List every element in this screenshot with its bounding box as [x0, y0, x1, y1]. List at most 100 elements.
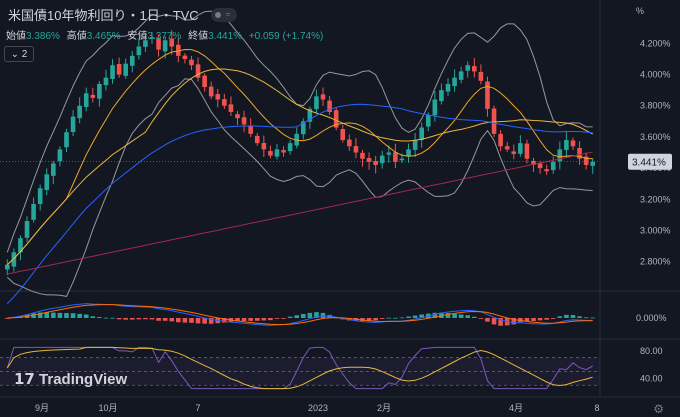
candle-body[interactable] [64, 132, 69, 148]
candle-body[interactable] [248, 125, 253, 134]
candle-body[interactable] [347, 139, 352, 147]
candle-body[interactable] [583, 156, 589, 165]
candle-body[interactable] [327, 100, 332, 112]
candle-body[interactable] [24, 221, 30, 238]
collapse-indicators-button[interactable]: ⌄ 2 [4, 46, 34, 62]
candle-body[interactable] [300, 121, 306, 135]
candle-body[interactable] [432, 99, 438, 116]
macd-histogram-bar [274, 318, 280, 319]
candle-body[interactable] [452, 77, 457, 87]
candle-body[interactable] [472, 66, 477, 72]
candle-body[interactable] [162, 40, 168, 52]
candle-body[interactable] [386, 152, 392, 155]
candle-body[interactable] [544, 169, 549, 172]
candle-body[interactable] [373, 161, 378, 165]
candle-body[interactable] [222, 99, 227, 106]
candle-body[interactable] [18, 238, 23, 253]
candle-body[interactable] [235, 114, 240, 119]
candle-body[interactable] [557, 149, 563, 162]
candle-body[interactable] [195, 64, 201, 78]
candle-body[interactable] [590, 161, 596, 166]
candle-body[interactable] [518, 143, 523, 154]
candle-body[interactable] [498, 133, 503, 147]
candle-body[interactable] [333, 110, 339, 128]
candle-body[interactable] [314, 96, 319, 110]
candle-body[interactable] [379, 155, 385, 164]
candle-body[interactable] [241, 117, 247, 125]
candle-body[interactable] [31, 203, 36, 220]
candle-body[interactable] [360, 152, 365, 159]
candle-body[interactable] [340, 129, 346, 141]
candle-body[interactable] [136, 46, 142, 56]
candle-body[interactable] [37, 188, 43, 204]
candle-body[interactable] [320, 94, 326, 100]
gear-icon[interactable]: ⚙ [653, 402, 664, 416]
candle-body[interactable] [445, 83, 451, 92]
candle-body[interactable] [44, 174, 50, 190]
candle-body[interactable] [123, 63, 128, 76]
candle-body[interactable] [485, 81, 490, 109]
candle-body[interactable] [531, 160, 536, 165]
candle-body[interactable] [215, 94, 221, 100]
tradingview-logo: 𝟭𝟳 TradingView [14, 370, 127, 388]
candle-body[interactable] [307, 108, 313, 122]
candle-body[interactable] [110, 65, 115, 79]
candle-body[interactable] [294, 133, 300, 146]
low-label: 安値 [127, 31, 148, 42]
candle-body[interactable] [182, 55, 188, 59]
candle-body[interactable] [202, 75, 207, 88]
candle-body[interactable] [11, 252, 17, 267]
candle-body[interactable] [412, 140, 418, 150]
logo-text: TradingView [39, 371, 128, 388]
candle-body[interactable] [419, 127, 424, 141]
candle-body[interactable] [281, 150, 286, 153]
candle-body[interactable] [399, 158, 405, 161]
candle-body[interactable] [116, 63, 122, 75]
candle-body[interactable] [228, 104, 234, 112]
candle-body[interactable] [156, 38, 161, 50]
candle-body[interactable] [458, 71, 464, 80]
candle-body[interactable] [406, 149, 411, 157]
candle-body[interactable] [4, 264, 10, 270]
candle-body[interactable] [550, 161, 556, 171]
candle-body[interactable] [287, 143, 293, 152]
candle-body[interactable] [97, 83, 102, 99]
candle-body[interactable] [70, 116, 76, 132]
y-tick-label: 80.00 [640, 346, 663, 356]
candle-body[interactable] [90, 94, 96, 98]
candle-body[interactable] [51, 163, 56, 176]
candle-body[interactable] [478, 71, 484, 81]
candle-body[interactable] [366, 157, 372, 162]
candle-body[interactable] [393, 152, 398, 162]
candle-body[interactable] [143, 40, 148, 47]
candle-body[interactable] [268, 151, 273, 156]
candle-body[interactable] [524, 143, 530, 159]
candle-body[interactable] [511, 151, 517, 155]
candle-body[interactable] [537, 163, 543, 169]
candle-body[interactable] [103, 77, 109, 86]
candle-body[interactable] [353, 146, 359, 153]
candle-body[interactable] [129, 55, 135, 66]
candle-body[interactable] [491, 108, 497, 134]
candle-body[interactable] [274, 149, 280, 157]
candle-body[interactable] [577, 147, 582, 159]
candle-body[interactable] [77, 105, 82, 119]
candle-body[interactable] [208, 86, 214, 97]
candle-body[interactable] [465, 65, 471, 71]
candle-body[interactable] [149, 37, 155, 39]
candle-body[interactable] [83, 93, 89, 107]
candle-body[interactable] [261, 142, 267, 150]
candle-body[interactable] [439, 90, 444, 102]
candle-body[interactable] [189, 59, 194, 66]
candle-body[interactable] [169, 38, 175, 47]
indicator-toggle[interactable]: ≈ [211, 8, 237, 22]
candle-body[interactable] [425, 115, 431, 127]
candle-body[interactable] [176, 44, 181, 56]
candle-body[interactable] [570, 140, 576, 147]
candle-body[interactable] [504, 146, 510, 150]
candle-body[interactable] [57, 149, 63, 162]
candle-body[interactable] [254, 135, 260, 144]
candle-body[interactable] [564, 140, 569, 150]
macd-histogram-bar [235, 318, 240, 322]
